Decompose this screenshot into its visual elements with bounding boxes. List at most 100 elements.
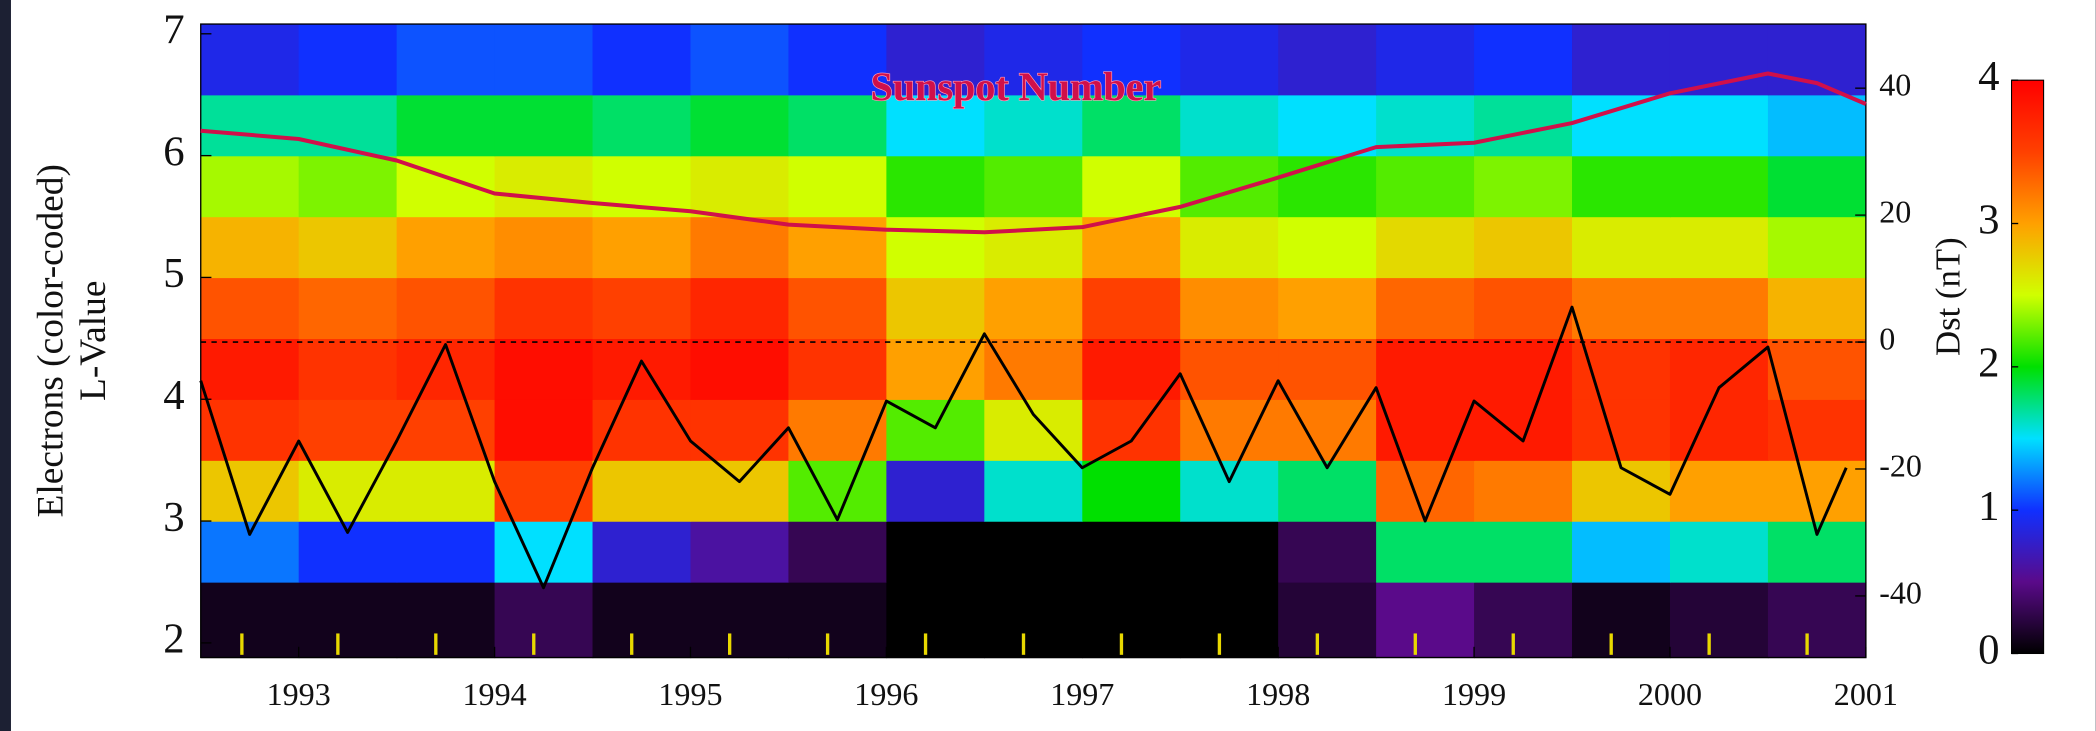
heatmap-cell <box>1474 24 1573 96</box>
heatmap-cell <box>1572 24 1671 96</box>
heatmap-cell <box>1180 94 1279 157</box>
heatmap-cell <box>690 338 790 400</box>
heatmap-cell <box>886 460 985 522</box>
heatmap-cell <box>788 521 888 583</box>
heatmap-cell <box>1474 277 1573 340</box>
plot-frame <box>200 23 1867 659</box>
x-tick-label: 1993 <box>267 676 331 712</box>
x-tick-label: 2000 <box>1638 676 1702 712</box>
heatmap-cell <box>1767 155 1867 218</box>
y-tick-label: 6 <box>163 128 184 175</box>
heatmap-cell <box>1278 338 1377 400</box>
heatmap-cell <box>984 277 1083 340</box>
heatmap-cell <box>1669 399 1769 461</box>
heatmap-cell <box>1474 216 1573 279</box>
heatmap-cell <box>494 338 594 400</box>
heatmap-cell <box>200 521 300 583</box>
heatmap-cell <box>494 460 594 522</box>
heatmap-cell <box>396 460 496 522</box>
heatmap-cell <box>494 24 594 96</box>
heatmap-cell <box>1180 460 1279 522</box>
heatmap-cell <box>298 338 398 400</box>
heatmap-cell <box>1082 155 1181 218</box>
heatmap-cell <box>984 94 1083 157</box>
heatmap <box>200 24 1867 659</box>
heatmap-cell <box>1669 155 1769 218</box>
x-tick-label: 1998 <box>1246 676 1310 712</box>
heatmap-cell <box>984 24 1083 96</box>
heatmap-cell <box>1572 581 1671 659</box>
y-label: L-Value <box>73 281 114 401</box>
heatmap-cell <box>788 460 888 522</box>
heatmap-cell <box>1474 399 1573 461</box>
heatmap-cell <box>1180 277 1279 340</box>
heatmap-cell <box>1180 216 1279 279</box>
heatmap-cell <box>1278 581 1377 659</box>
heatmap-cell <box>690 216 790 279</box>
y-tick-label: 3 <box>163 494 184 541</box>
heatmap-cell <box>1278 216 1377 279</box>
heatmap-cell <box>298 277 398 340</box>
heatmap-cell <box>1278 277 1377 340</box>
heatmap-cell <box>1082 24 1181 96</box>
heatmap-cell <box>1180 155 1279 218</box>
heatmap-cell <box>1082 460 1181 522</box>
heatmap-cell <box>298 581 398 659</box>
heatmap-cell <box>396 24 496 96</box>
colorbar-tick-label: 3 <box>1978 196 1999 243</box>
heatmap-cell <box>1082 399 1181 461</box>
heatmap-cell <box>788 277 888 340</box>
heatmap-cell <box>886 521 985 583</box>
heatmap-cell <box>494 521 594 583</box>
heatmap-cell <box>1572 216 1671 279</box>
heatmap-cell <box>690 277 790 340</box>
heatmap-cell <box>690 94 790 157</box>
heatmap-cell <box>788 338 888 400</box>
heatmap-cell <box>1669 94 1769 157</box>
heatmap-cell <box>1572 399 1671 461</box>
y2-tick-label: -20 <box>1879 447 1922 483</box>
heatmap-cell <box>1082 338 1181 400</box>
heatmap-cell <box>690 399 790 461</box>
y-tick-label: 5 <box>163 250 184 297</box>
heatmap-cell <box>690 521 790 583</box>
heatmap-cell <box>1767 277 1867 340</box>
heatmap-cell <box>788 94 888 157</box>
heatmap-cell <box>396 399 496 461</box>
heatmap-cell <box>1278 460 1377 522</box>
heatmap-cell <box>1767 338 1867 400</box>
heatmap-cell <box>396 277 496 340</box>
heatmap-cell <box>1180 521 1279 583</box>
heatmap-cell <box>1082 521 1181 583</box>
y-tick-label: 7 <box>163 7 184 54</box>
heatmap-cell <box>1474 460 1573 522</box>
heatmap-cell <box>1376 24 1475 96</box>
heatmap-cell <box>984 521 1083 583</box>
heatmap-cell <box>1082 581 1181 659</box>
colorbar-tick-label: 2 <box>1978 340 1999 387</box>
series-line <box>200 71 1867 235</box>
heatmap-cell <box>788 581 888 659</box>
heatmap-cell <box>494 216 594 279</box>
colorbar-tick-label: 1 <box>1978 483 1999 530</box>
heatmap-cell <box>1278 155 1377 218</box>
heatmap-cell <box>1767 94 1867 157</box>
x-tick-label: 1999 <box>1442 676 1506 712</box>
heatmap-cell <box>1572 94 1671 157</box>
series-label: Sunspot Number <box>871 64 1162 109</box>
colorbar-tick-label: 4 <box>1978 53 1999 100</box>
x-tick-label: 1995 <box>658 676 722 712</box>
heatmap-cell <box>200 24 300 96</box>
heatmap-cell <box>984 216 1083 279</box>
heatmap-cell <box>592 24 692 96</box>
y2-label: Dst (nT) <box>1928 237 1967 356</box>
heatmap-cell <box>886 155 985 218</box>
heatmap-cell <box>1278 521 1377 583</box>
y2-tick-label: 20 <box>1879 193 1911 229</box>
heatmap-cell <box>1474 521 1573 583</box>
heatmap-cell <box>494 399 594 461</box>
heatmap-cell <box>886 277 985 340</box>
heatmap-cell <box>298 24 398 96</box>
heatmap-cell <box>1669 581 1769 659</box>
